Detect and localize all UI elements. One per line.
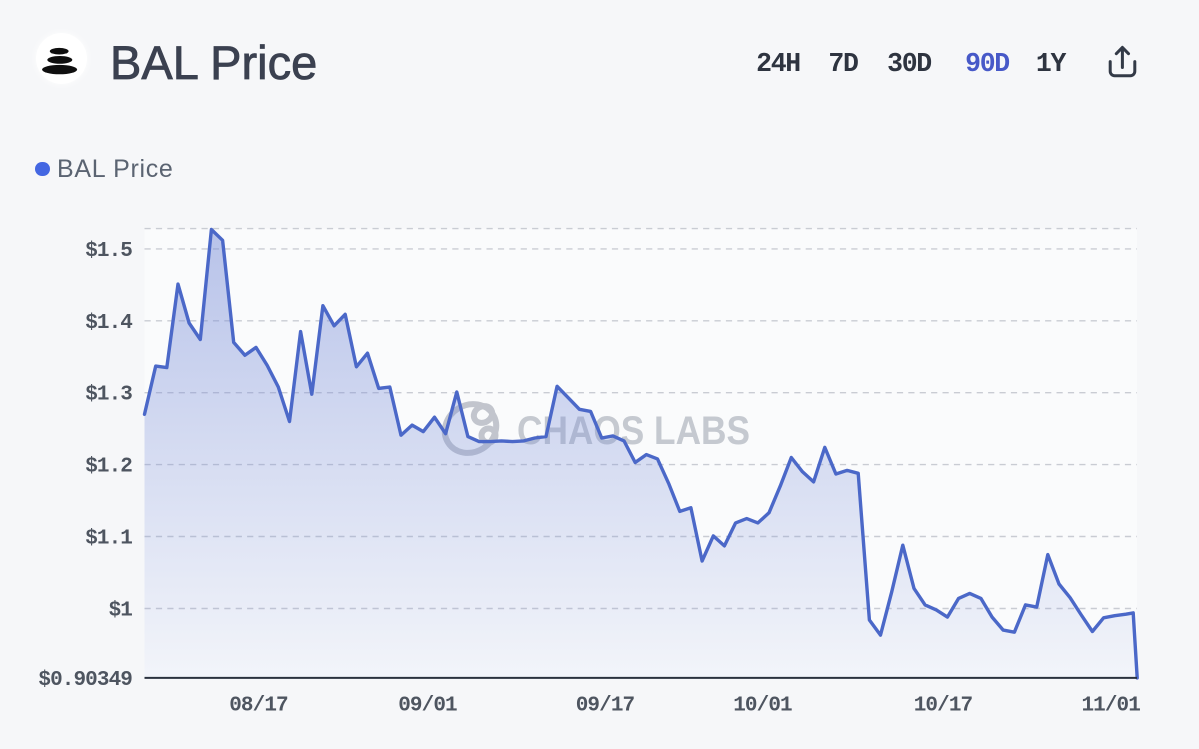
svg-text:11/01: 11/01 — [1081, 695, 1140, 718]
svg-text:$1: $1 — [109, 600, 133, 623]
svg-text:$1.4: $1.4 — [85, 312, 132, 335]
svg-text:$1.3: $1.3 — [85, 384, 132, 407]
svg-text:$0.90349: $0.90349 — [38, 669, 132, 692]
svg-text:$1.1: $1.1 — [85, 528, 132, 551]
svg-text:08/17: 08/17 — [229, 695, 288, 718]
svg-text:09/01: 09/01 — [398, 695, 457, 718]
svg-text:10/01: 10/01 — [733, 695, 792, 718]
svg-text:10/17: 10/17 — [914, 695, 973, 718]
svg-text:$1.5: $1.5 — [85, 240, 132, 263]
svg-text:09/17: 09/17 — [576, 695, 635, 718]
svg-text:$1.2: $1.2 — [85, 456, 132, 479]
